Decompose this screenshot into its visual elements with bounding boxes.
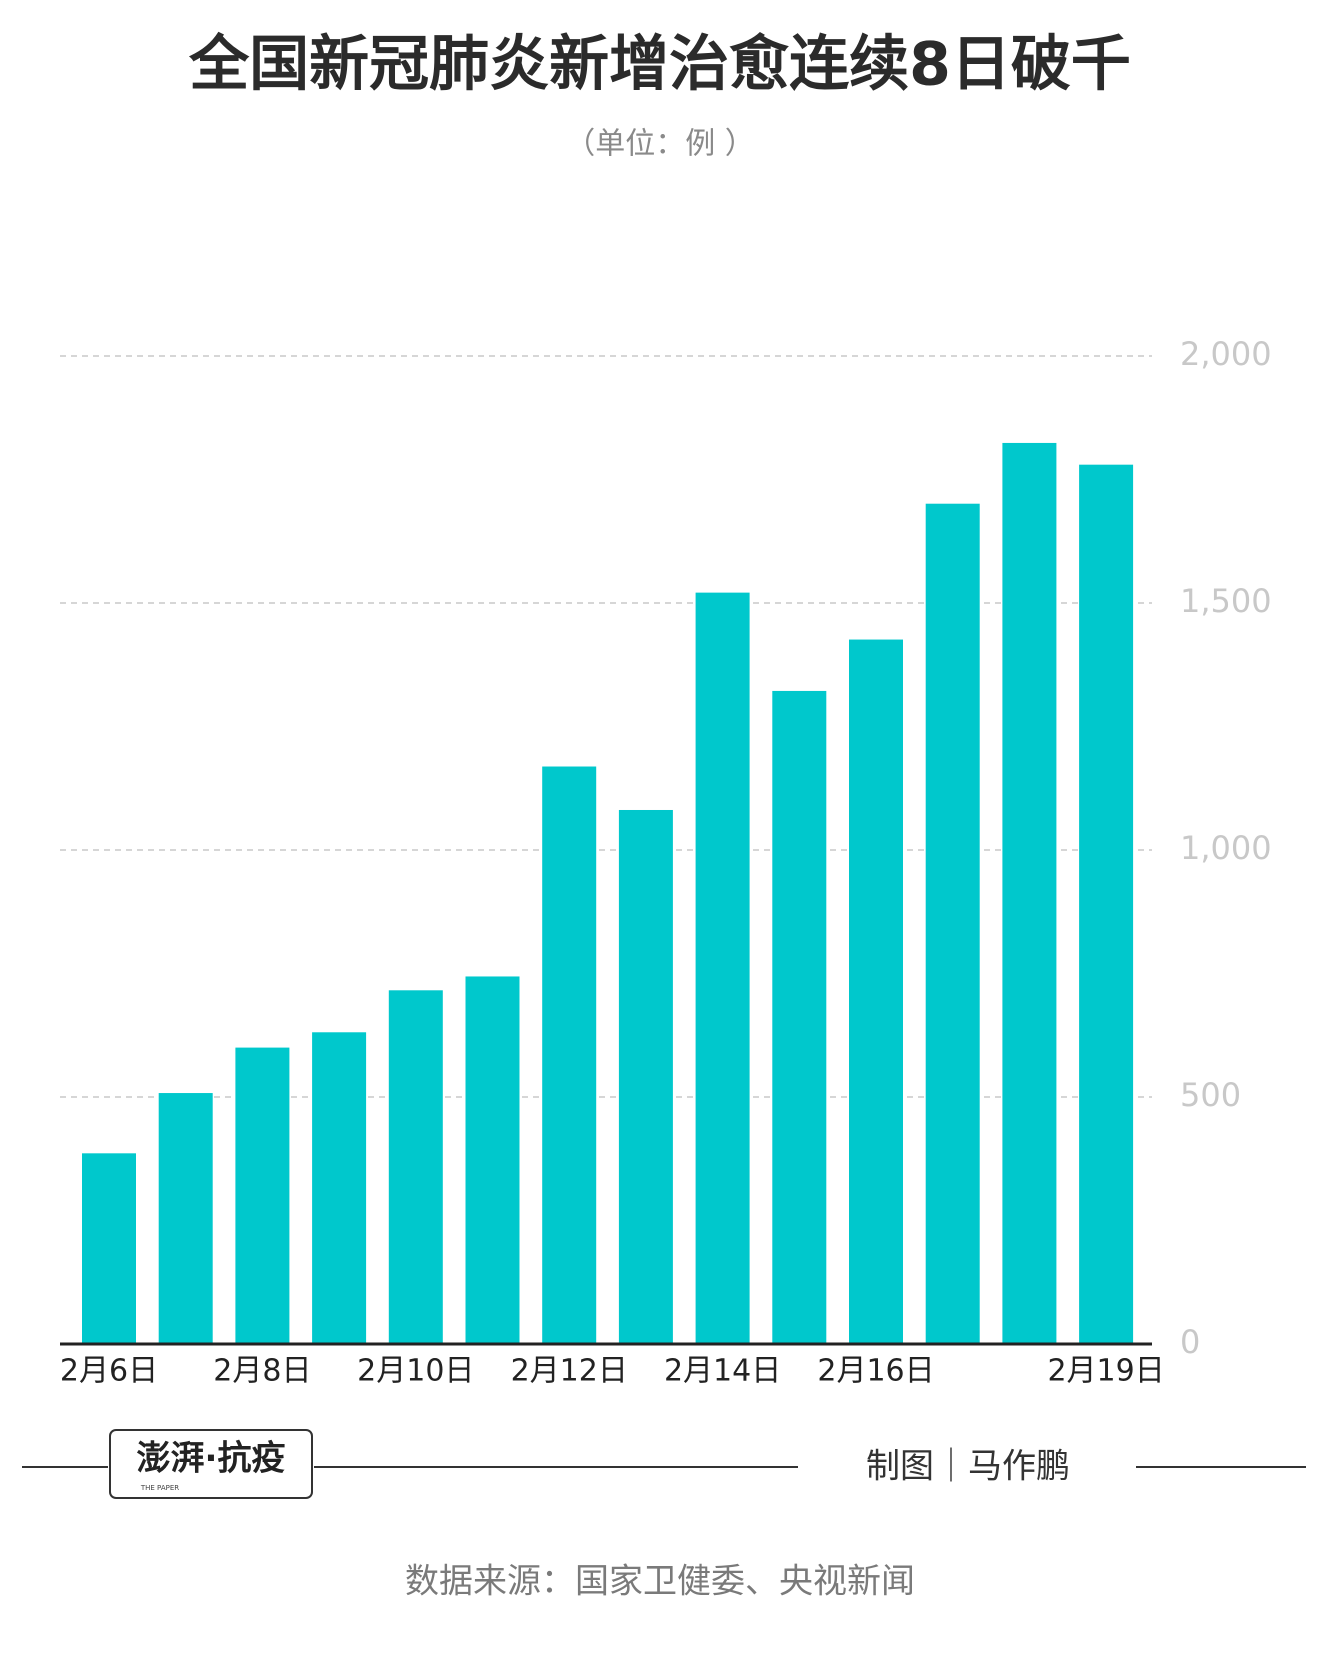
bar <box>1079 464 1134 1344</box>
x-tick-label: 2月10日 <box>357 1354 474 1389</box>
bar <box>772 690 827 1344</box>
bar <box>312 1032 367 1344</box>
bar <box>542 766 597 1344</box>
bar <box>925 503 980 1344</box>
bar <box>695 592 750 1344</box>
y-tick-label: 1,500 <box>1180 582 1272 620</box>
bar <box>388 990 443 1344</box>
chart-title: 全国新冠肺炎新增治愈连续8日破千 <box>188 30 1131 100</box>
x-tick-label: 2月16日 <box>817 1354 934 1389</box>
bar <box>158 1093 213 1344</box>
chart-subtitle: （单位：例 ） <box>565 127 755 162</box>
bar <box>1002 442 1057 1345</box>
logo-sub: THE PAPER <box>140 1484 179 1492</box>
y-tick-label: 0 <box>1180 1323 1200 1361</box>
x-tick-label: 2月12日 <box>511 1354 628 1389</box>
bar <box>465 976 520 1344</box>
x-tick-label: 2月14日 <box>664 1354 781 1389</box>
logo: 澎湃·抗疫 <box>137 1439 286 1479</box>
bar <box>618 809 673 1344</box>
x-tick-label: 2月8日 <box>213 1354 311 1389</box>
credit: 制图｜马作鹏 <box>866 1447 1070 1487</box>
x-tick-label: 2月19日 <box>1047 1354 1164 1389</box>
bar <box>82 1153 136 1344</box>
bar <box>235 1047 290 1344</box>
y-tick-label: 500 <box>1180 1076 1241 1114</box>
source: 数据来源：国家卫健委、央视新闻 <box>405 1562 915 1602</box>
y-tick-label: 1,000 <box>1180 829 1272 867</box>
x-tick-label: 2月6日 <box>60 1354 158 1389</box>
logo-box <box>109 1429 313 1499</box>
bar <box>849 639 903 1344</box>
y-tick-label: 2,000 <box>1180 335 1272 373</box>
